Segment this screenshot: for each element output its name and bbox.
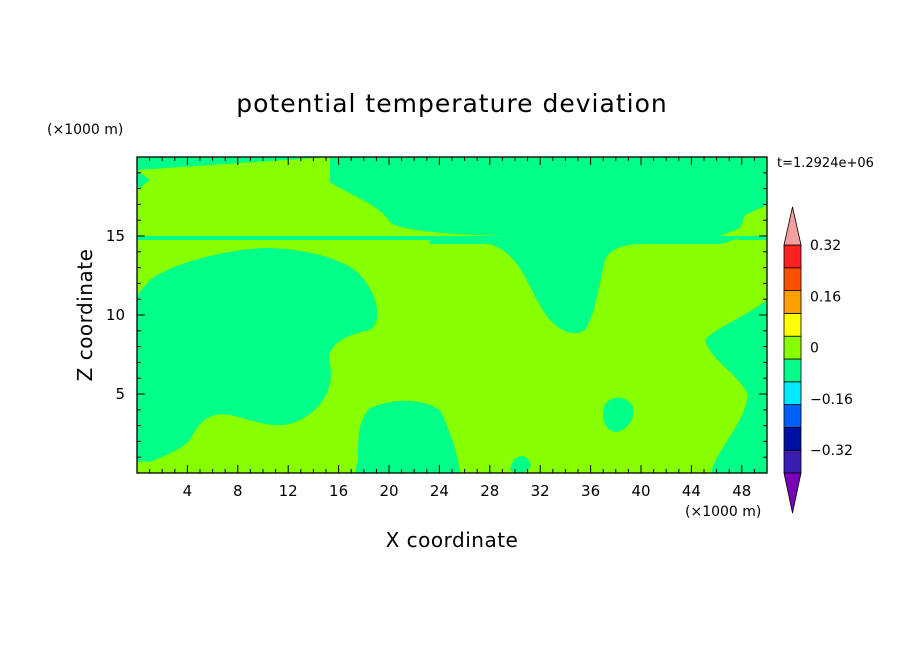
tick-marks [137, 157, 767, 473]
x-tick-label: 12 [279, 482, 298, 500]
y-tick-label: 10 [106, 306, 125, 324]
x-tick-label: 44 [682, 482, 701, 500]
colorbar-upper-triangle [783, 206, 802, 246]
colorbar-band [783, 449, 802, 474]
x-tick-label: 36 [581, 482, 600, 500]
contour-field [137, 157, 767, 473]
colorbar: 0.32 0.16 0 −0.16 −0.32 [783, 206, 853, 514]
x-tick-label: 20 [379, 482, 398, 500]
x-tick-label: 4 [183, 482, 193, 500]
colorbar-band [783, 312, 802, 337]
colorbar-label: 0.16 [810, 289, 841, 305]
x-tick-label: 8 [233, 482, 243, 500]
small-negative-blob [603, 397, 634, 432]
colorbar-band [783, 358, 802, 383]
surface-negative-dot [510, 456, 531, 473]
colorbar-band [783, 267, 802, 291]
x-tick-label: 24 [430, 482, 449, 500]
colorbar-band [783, 426, 802, 451]
x-tick-label: 40 [631, 482, 650, 500]
x-tick-label: 28 [480, 482, 499, 500]
y-tick-labels: 5 10 15 [106, 227, 125, 403]
colorbar-lower-triangle [783, 472, 802, 514]
colorbar-label: −0.16 [810, 392, 853, 408]
x-tick-label: 48 [732, 482, 751, 500]
colorbar-band [783, 404, 802, 428]
x-tick-labels: 4 8 12 16 20 24 28 32 36 40 44 48 [183, 482, 752, 500]
y-tick-label: 5 [115, 385, 125, 403]
chart-title: potential temperature deviation [236, 89, 667, 118]
colorbar-label: 0 [810, 341, 819, 357]
x-unit-label: (×1000 m) [685, 504, 761, 520]
y-axis-label: Z coordinate [73, 249, 97, 382]
colorbar-band [783, 335, 802, 360]
x-tick-label: 32 [531, 482, 550, 500]
y-unit-label: (×1000 m) [47, 122, 123, 138]
colorbar-label: −0.32 [810, 443, 853, 459]
colorbar-band [783, 381, 802, 405]
band-positive-small [137, 157, 767, 473]
colorbar-label: 0.32 [810, 238, 841, 254]
upper-negative-patch [596, 157, 683, 194]
x-axis-label: X coordinate [386, 528, 519, 552]
colorbar-band [783, 244, 802, 269]
time-label: t=1.2924e+06 [777, 156, 874, 171]
colorbar-band [783, 290, 802, 314]
x-tick-label: 16 [329, 482, 348, 500]
y-tick-label: 15 [106, 227, 125, 245]
